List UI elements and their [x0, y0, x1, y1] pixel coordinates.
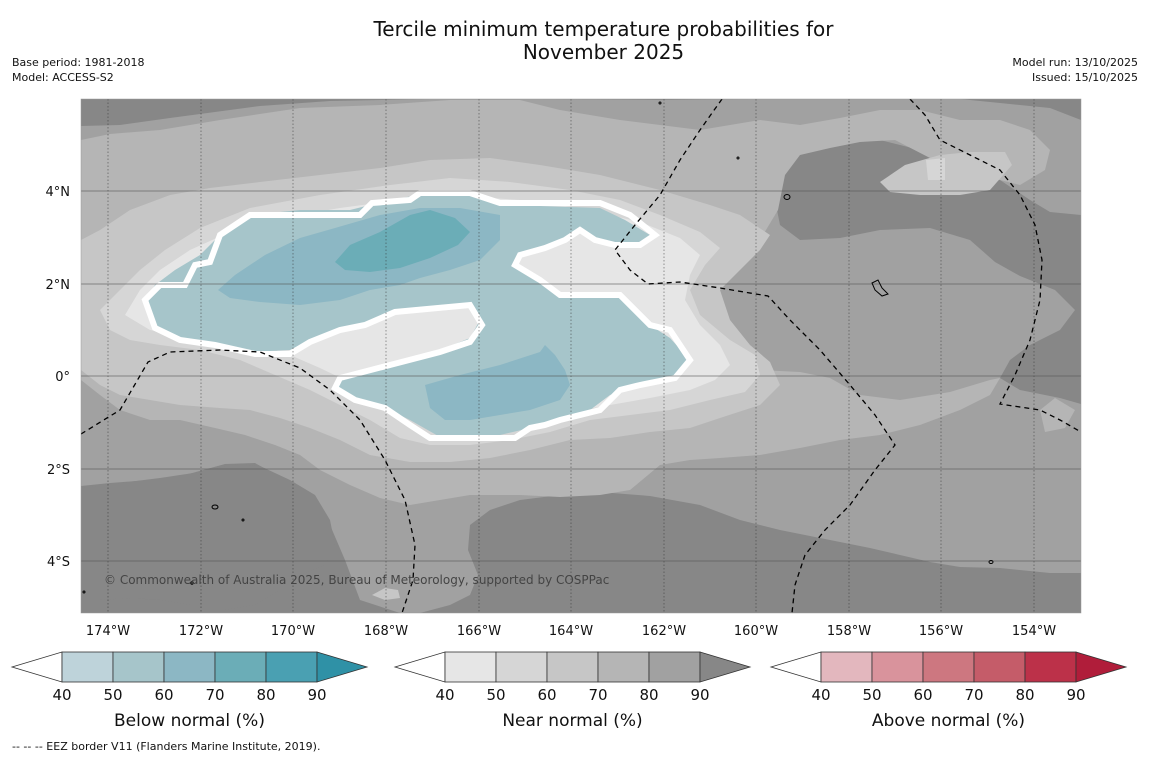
eez-footnote: -- -- -- EEZ border V11 (Flanders Marine…: [12, 740, 321, 753]
lat-label: 4°S: [47, 555, 70, 570]
colorbar-tick: 50: [486, 686, 505, 704]
title-line-1: Tercile minimum temperature probabilitie…: [373, 17, 834, 41]
issued-date: Issued: 15/10/2025: [1031, 71, 1138, 84]
map-area: © Commonwealth of Australia 2025, Bureau…: [81, 99, 1081, 613]
colorbar-segment: [1024, 651, 1077, 683]
longitude-labels: 174°W 172°W 170°W 168°W 166°W 164°W 162°…: [86, 624, 1056, 639]
lon-label: 158°W: [827, 624, 871, 639]
colorbar-segment: [495, 651, 548, 683]
colorbar-extend-low: [10, 651, 63, 683]
below-normal-70-contour: [335, 210, 470, 272]
colorbar-title: Above normal (%): [872, 711, 1025, 731]
colorbar-tick: 70: [205, 686, 224, 704]
colorbar-segment: [871, 651, 924, 683]
colorbar-tick: 70: [588, 686, 607, 704]
lon-label: 170°W: [271, 624, 315, 639]
colorbar-segment: [820, 651, 873, 683]
lon-label: 160°W: [734, 624, 778, 639]
colorbar-segment: [265, 651, 318, 683]
colorbar-tick: 50: [862, 686, 881, 704]
colorbar-segment: [61, 651, 114, 683]
colorbar-tick: 60: [154, 686, 173, 704]
colorbar-segment: [648, 651, 701, 683]
latitude-labels: 4°N 2°N 0° 2°S 4°S: [46, 185, 71, 570]
lon-label: 154°W: [1012, 624, 1056, 639]
model-run: Model run: 13/10/2025: [1012, 56, 1138, 69]
colorbar-segment: [973, 651, 1026, 683]
colorbar-tick: 60: [537, 686, 556, 704]
map-frame: [80, 98, 1082, 614]
below-normal-60-contour: [218, 208, 570, 420]
lon-label: 164°W: [549, 624, 593, 639]
meta-right: Model run: 13/10/2025 Issued: 15/10/2025: [1012, 55, 1138, 85]
lon-label: 162°W: [642, 624, 686, 639]
colorbar-tick: 80: [256, 686, 275, 704]
colorbar-tick: 70: [964, 686, 983, 704]
title-line-2: November 2025: [522, 40, 685, 64]
base-period: Base period: 1981-2018: [12, 56, 145, 69]
colorbar-extend-low: [393, 651, 446, 683]
colorbar-extend-low: [769, 651, 822, 683]
near-normal-40-patch-right: [926, 158, 945, 180]
eez-borders: [81, 99, 1081, 613]
below-normal-colorbar: 40 50 60 70 80 90 Below normal (%): [10, 651, 369, 731]
lat-label: 2°S: [47, 463, 70, 478]
model-name: Model: ACCESS-S2: [12, 71, 114, 84]
near-normal-50-patch-right: [880, 152, 1012, 195]
colorbar-segment: [163, 651, 216, 683]
lon-label: 172°W: [179, 624, 223, 639]
colorbar-tick: 90: [307, 686, 326, 704]
colorbar-tick: 90: [690, 686, 709, 704]
lon-label: 156°W: [919, 624, 963, 639]
colorbar-tick: 40: [52, 686, 71, 704]
colorbar-segment: [214, 651, 267, 683]
lat-label: 4°N: [46, 185, 71, 200]
colorbar-tick: 40: [811, 686, 830, 704]
colorbar-tick: 60: [913, 686, 932, 704]
above-normal-colorbar: 40 50 60 70 80 90 Above normal (%): [769, 651, 1128, 731]
lon-label: 168°W: [364, 624, 408, 639]
copyright-text: © Commonwealth of Australia 2025, Bureau…: [104, 573, 609, 587]
colorbar-tick: 90: [1066, 686, 1085, 704]
colorbar-extend-high: [316, 651, 369, 683]
gridlines: [107, 99, 1035, 613]
lon-label: 174°W: [86, 624, 130, 639]
colorbar-tick: 80: [1015, 686, 1034, 704]
colorbar-tick: 50: [103, 686, 122, 704]
near-normal-colorbar: 40 50 60 70 80 90 Near normal (%): [393, 651, 752, 731]
colorbar-segment: [597, 651, 650, 683]
lat-label: 2°N: [46, 278, 71, 293]
lat-label: 0°: [55, 370, 70, 385]
meta-left: Base period: 1981-2018 Model: ACCESS-S2: [12, 55, 144, 85]
probability-region-outline: [141, 190, 694, 441]
colorbar-extend-high: [699, 651, 752, 683]
latitude-lines: [81, 190, 1081, 562]
colorbar-title: Below normal (%): [114, 711, 265, 731]
colorbar-segment: [546, 651, 599, 683]
colorbar-tick: 80: [639, 686, 658, 704]
colorbar-segment: [922, 651, 975, 683]
map-title: Tercile minimum temperature probabilitie…: [0, 18, 1150, 64]
colorbar-title: Near normal (%): [502, 711, 642, 731]
colorbar-tick: 40: [435, 686, 454, 704]
lon-label: 166°W: [457, 624, 501, 639]
colorbar-extend-high: [1075, 651, 1128, 683]
near-normal-90-patch-left: [81, 464, 335, 610]
colorbars: 40 50 60 70 80 90 Below normal (%) 40 50 60 70 80 90…: [10, 651, 1128, 731]
islands: [82, 101, 994, 594]
colorbar-segment: [444, 651, 497, 683]
colorbar-segment: [112, 651, 165, 683]
